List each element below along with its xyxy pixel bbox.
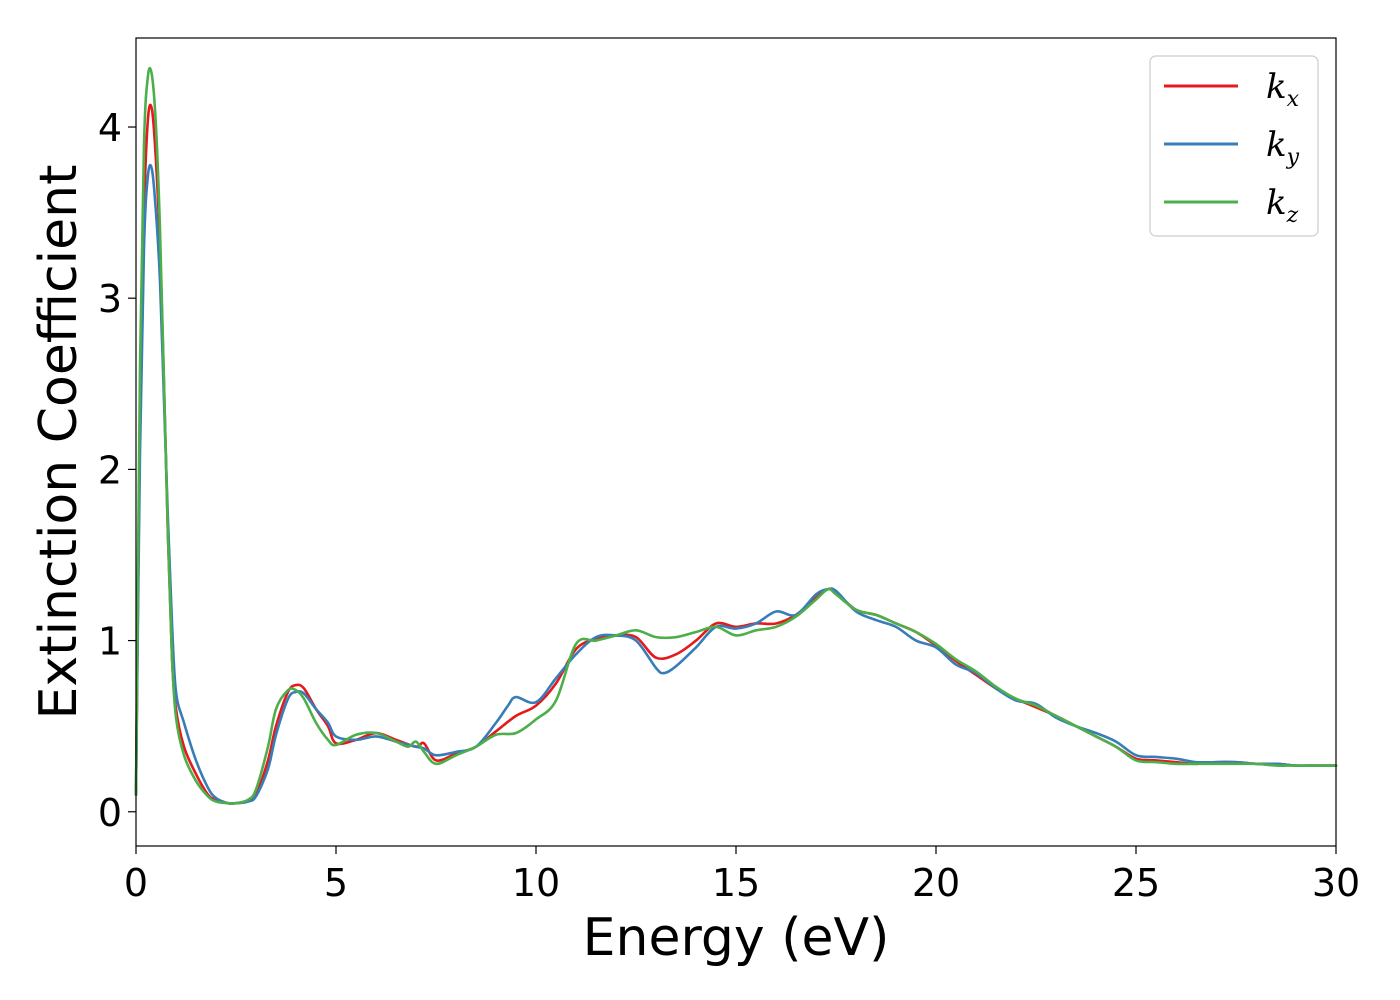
x-tick-label: 10 — [512, 861, 560, 905]
x-tick-label: 25 — [1112, 861, 1160, 905]
series-layer — [134, 66, 1338, 805]
legend-frame — [1149, 55, 1319, 237]
y-tick-label: 2 — [98, 448, 122, 492]
x-tick-label: 20 — [912, 861, 960, 905]
y-tick-label: 4 — [98, 106, 122, 150]
x-tick-label: 5 — [324, 861, 348, 905]
y-axis-label: Extinction Coefficient — [29, 165, 89, 720]
x-tick-label: 0 — [124, 861, 148, 905]
legend-label-kx: kx — [1266, 67, 1300, 112]
legend-label-ky: ky — [1266, 125, 1300, 170]
y-tick-label: 1 — [98, 620, 122, 664]
y-tick-label: 0 — [98, 791, 122, 835]
legend: kx ky kz — [1149, 55, 1319, 237]
series-line-kz — [134, 66, 1338, 805]
y-tick-label: 3 — [98, 277, 122, 321]
x-axis: 0 5 10 15 20 25 30 — [124, 846, 1360, 905]
x-tick-label: 30 — [1312, 861, 1360, 905]
legend-label-kz: kz — [1266, 183, 1299, 228]
series-line-ky — [134, 163, 1338, 805]
x-axis-label: Energy (eV) — [583, 908, 890, 968]
x-tick-label: 15 — [712, 861, 760, 905]
y-axis: 0 1 2 3 4 — [98, 106, 136, 835]
